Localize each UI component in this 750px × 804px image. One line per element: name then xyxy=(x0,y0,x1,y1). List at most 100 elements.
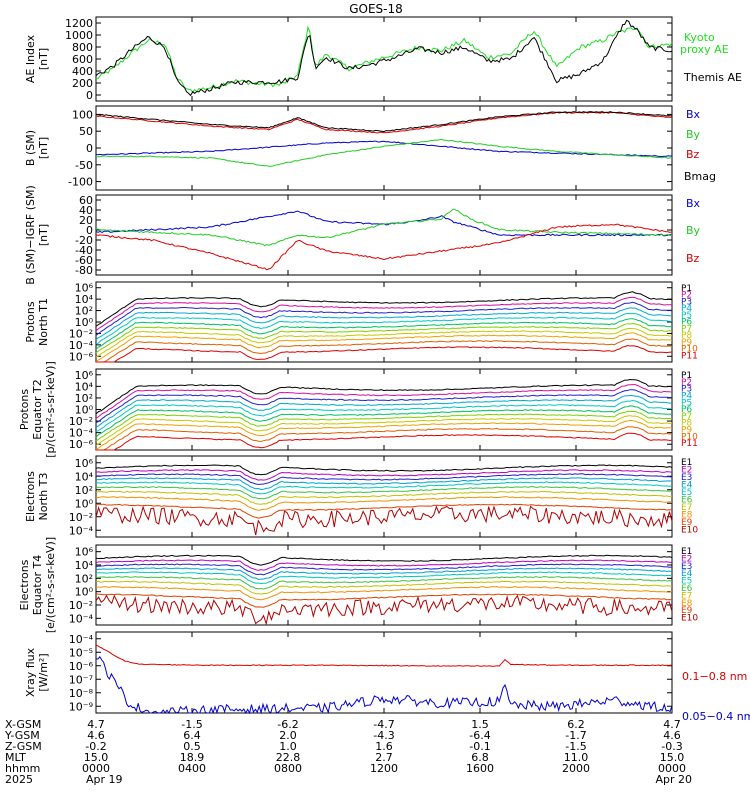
orbit-cell: 4.7 xyxy=(663,718,681,731)
y-axis-label: Electrons xyxy=(24,471,37,522)
orbit-cell: 15.0 xyxy=(84,751,109,764)
channel-line-E6 xyxy=(95,576,673,590)
orbit-cell: 6.8 xyxy=(471,751,489,764)
orbit-cell: 1200 xyxy=(370,762,398,775)
orbit-cell: 0000 xyxy=(658,762,686,775)
y-tick-label: 10⁰ xyxy=(75,497,94,510)
y-tick-label: -20 xyxy=(75,234,93,247)
channel-label: P11 xyxy=(681,351,698,361)
channel-line-E10 xyxy=(95,594,673,626)
orbit-cell: 2.7 xyxy=(375,751,393,764)
channel-label: E9 xyxy=(681,518,693,528)
y-tick-label: 600 xyxy=(72,53,93,66)
channel-line-E8 xyxy=(95,496,673,511)
orbit-cell: -6.4 xyxy=(469,729,490,742)
orbit-row-label: 2025 xyxy=(5,773,33,786)
orbit-cell: -4.3 xyxy=(373,729,394,742)
panel-frame xyxy=(95,105,673,191)
orbit-cell: 2000 xyxy=(562,762,590,775)
series-line-b_sm-2 xyxy=(95,111,673,134)
orbit-cell: 22.8 xyxy=(276,751,301,764)
channel-label: E3 xyxy=(681,562,692,572)
y-axis-label: North T3 xyxy=(37,473,50,521)
channel-line-P7 xyxy=(95,322,673,354)
y-tick-label: 800 xyxy=(72,41,93,54)
channel-line-E3 xyxy=(95,473,673,485)
y-tick-label: -100 xyxy=(68,176,93,189)
y-tick-label: 20 xyxy=(79,214,93,227)
legend-entry: Bx xyxy=(686,197,701,210)
y-axis-label: North T1 xyxy=(37,298,50,346)
channel-label: E6 xyxy=(681,584,693,594)
orbit-cell: -1.5 xyxy=(181,718,202,731)
channel-label: P6 xyxy=(681,318,692,328)
y-tick-label: 10⁻⁴ xyxy=(69,524,94,537)
channel-label: P4 xyxy=(681,304,692,314)
series-line-xray-0 xyxy=(95,644,673,667)
y-tick-label: 10² xyxy=(75,484,93,497)
y-tick-label: -60 xyxy=(75,254,93,267)
orbit-cell: 1.5 xyxy=(471,718,489,731)
y-axis-label: [nT] xyxy=(37,137,50,159)
channel-label: P2 xyxy=(681,291,692,301)
y-tick-label: 10⁴ xyxy=(75,470,94,483)
channel-label: E8 xyxy=(681,511,693,521)
y-axis-label: Protons xyxy=(24,301,37,342)
y-tick-label: 10⁶ xyxy=(75,457,94,470)
y-tick-label: 0 xyxy=(86,89,93,102)
y-tick-label: 10⁻⁶ xyxy=(69,438,94,451)
y-axis-label: AE Index xyxy=(24,34,37,83)
channel-label: E1 xyxy=(681,547,692,557)
y-axis-label: Equator T4 xyxy=(31,555,44,615)
y-tick-label: 40 xyxy=(79,204,93,217)
channel-line-E7 xyxy=(95,580,673,595)
orbit-cell: -1.7 xyxy=(565,729,586,742)
y-tick-label: 10⁻⁴ xyxy=(69,427,94,440)
y-tick-label: 10⁴ xyxy=(75,559,94,572)
channel-label: E7 xyxy=(681,503,692,513)
y-tick-label: 50 xyxy=(79,125,93,138)
y-tick-label: 10² xyxy=(75,392,93,405)
y-tick-label: 10⁶ xyxy=(75,546,94,559)
channel-label: E5 xyxy=(681,577,692,587)
legend-entry: Bz xyxy=(686,252,700,265)
legend-entry: Themis AE xyxy=(683,71,742,84)
orbit-cell: 1.6 xyxy=(375,740,393,753)
panel-frame xyxy=(95,194,673,276)
legend-entry: Kyoto xyxy=(684,31,715,44)
y-axis-label: Protons xyxy=(18,389,31,430)
channel-line-P11 xyxy=(96,432,673,451)
channel-line-P3 xyxy=(95,301,672,336)
channel-label: P7 xyxy=(681,324,692,334)
channel-line-P3 xyxy=(95,389,672,424)
orbit-cell: 18.9 xyxy=(180,751,205,764)
y-tick-label: 10⁴ xyxy=(75,293,94,306)
orbit-cell: 0400 xyxy=(178,762,206,775)
channel-line-E4 xyxy=(95,477,673,491)
channel-label: E10 xyxy=(681,614,698,624)
legend-entry: Bx xyxy=(686,108,701,121)
orbit-cell: -0.3 xyxy=(661,740,682,753)
channel-line-P4 xyxy=(95,307,673,340)
channel-line-E3 xyxy=(95,563,673,576)
y-tick-label: 400 xyxy=(72,65,93,78)
orbit-cell: 0000 xyxy=(82,762,110,775)
y-tick-label: 10⁰ xyxy=(75,316,94,329)
y-axis-label: B (SM)−IGRF (SM) xyxy=(24,185,37,285)
series-line-ae-1 xyxy=(95,19,673,97)
panel-xray: 10⁻⁹10⁻⁸10⁻⁷10⁻⁶10⁻⁵10⁻⁴ Xray flux [W/m²] xyxy=(24,631,673,715)
orbit-cell: -0.2 xyxy=(85,740,106,753)
plot-title: GOES-18 xyxy=(349,2,403,16)
channel-label: P3 xyxy=(681,297,692,307)
channel-label: P6 xyxy=(681,405,692,415)
orbit-cell: 6.4 xyxy=(183,729,201,742)
series-line-b_minus_igrf-2 xyxy=(95,223,673,271)
y-tick-label: 200 xyxy=(72,77,93,90)
channel-label: P10 xyxy=(681,432,698,442)
orbit-row-label: X-GSM xyxy=(5,718,41,731)
